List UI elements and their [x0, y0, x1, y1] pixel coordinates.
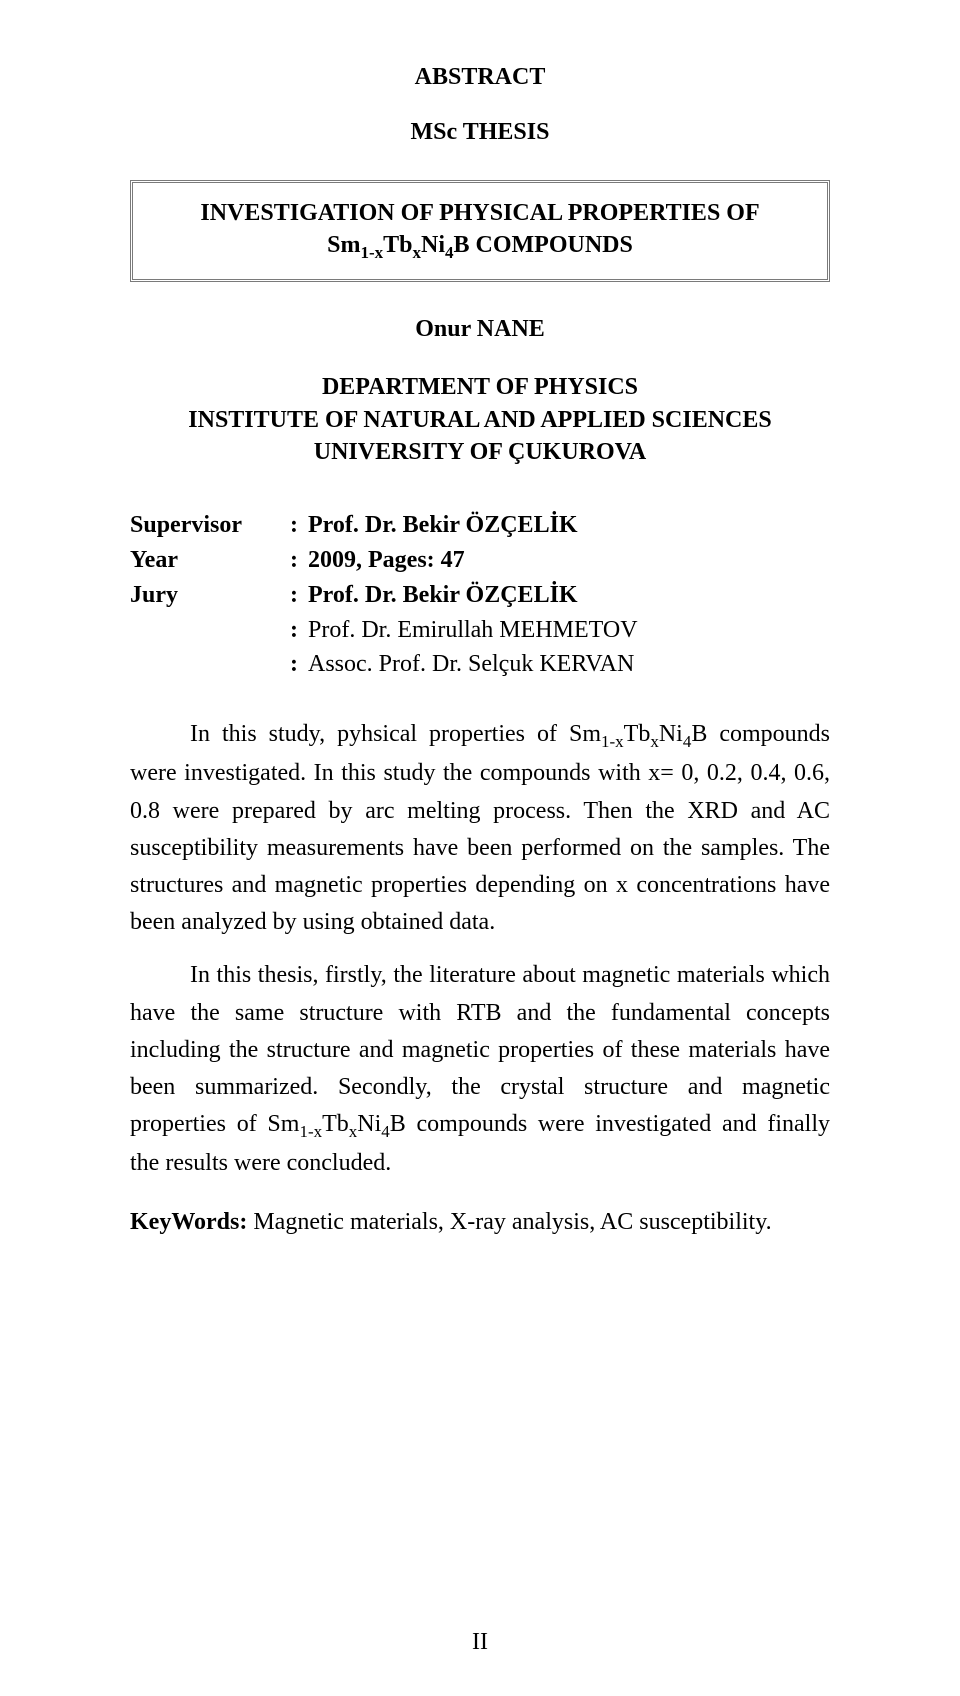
meta-separator: : [290, 508, 308, 543]
title-line-1: INVESTIGATION OF PHYSICAL PROPERTIES OF [143, 197, 817, 229]
thesis-type: MSc THESIS [130, 119, 830, 146]
abstract-label: ABSTRACT [130, 64, 830, 91]
body-paragraph-2: In this thesis, firstly, the literature … [130, 957, 830, 1182]
formula-sub-2: x [413, 243, 422, 262]
formula-sub-3: 4 [445, 243, 454, 262]
keywords-label: KeyWords: [130, 1209, 247, 1235]
jury-label-empty [130, 613, 290, 648]
formula-prefix: Sm [327, 232, 360, 258]
author-block: Onur NANE [130, 316, 830, 343]
formula-sub-1: 1-x [360, 243, 383, 262]
p2-part-b: Tb [322, 1111, 349, 1137]
jury-row-1: Jury : Prof. Dr. Bekir ÖZÇELİK [130, 578, 830, 613]
p1-sub-2: x [650, 732, 659, 751]
meta-separator: : [290, 578, 308, 613]
header-block: ABSTRACT MSc THESIS [130, 64, 830, 146]
p1-part-d: B compounds were investigated. In this s… [130, 721, 830, 935]
department-line: DEPARTMENT OF PHYSICS [130, 371, 830, 403]
page-number: II [0, 1629, 960, 1656]
university-line: UNIVERSITY OF ÇUKUROVA [130, 436, 830, 468]
jury-value-1: Prof. Dr. Bekir ÖZÇELİK [308, 578, 578, 613]
affiliation-block: DEPARTMENT OF PHYSICS INSTITUTE OF NATUR… [130, 371, 830, 468]
jury-row-3: : Assoc. Prof. Dr. Selçuk KERVAN [130, 647, 830, 682]
jury-row-2: : Prof. Dr. Emirullah MEHMETOV [130, 613, 830, 648]
p1-part-b: Tb [624, 721, 651, 747]
p2-sub-3: 4 [381, 1122, 390, 1141]
keywords-line: KeyWords: Magnetic materials, X-ray anal… [130, 1204, 830, 1241]
institute-line: INSTITUTE OF NATURAL AND APPLIED SCIENCE… [130, 404, 830, 436]
year-label: Year [130, 543, 290, 578]
p1-sub-1: 1-x [601, 732, 624, 751]
p1-part-c: Ni [659, 721, 683, 747]
meta-block: Supervisor : Prof. Dr. Bekir ÖZÇELİK Yea… [130, 508, 830, 682]
formula-mid-2: Ni [421, 232, 445, 258]
p2-part-c: Ni [357, 1111, 381, 1137]
meta-separator: : [290, 647, 308, 682]
p1-part-a: In this study, pyhsical properties of Sm [190, 721, 601, 747]
author-name: Onur NANE [130, 316, 830, 343]
meta-separator: : [290, 613, 308, 648]
title-box: INVESTIGATION OF PHYSICAL PROPERTIES OF … [130, 180, 830, 282]
jury-label-empty [130, 647, 290, 682]
jury-label: Jury [130, 578, 290, 613]
supervisor-label: Supervisor [130, 508, 290, 543]
p2-sub-2: x [349, 1122, 358, 1141]
meta-separator: : [290, 543, 308, 578]
formula-mid-1: Tb [383, 232, 412, 258]
jury-value-3: Assoc. Prof. Dr. Selçuk KERVAN [308, 647, 634, 682]
body-paragraph-1: In this study, pyhsical properties of Sm… [130, 716, 830, 941]
year-row: Year : 2009, Pages: 47 [130, 543, 830, 578]
p2-sub-1: 1-x [299, 1122, 322, 1141]
supervisor-row: Supervisor : Prof. Dr. Bekir ÖZÇELİK [130, 508, 830, 543]
jury-value-2: Prof. Dr. Emirullah MEHMETOV [308, 613, 638, 648]
supervisor-value: Prof. Dr. Bekir ÖZÇELİK [308, 508, 578, 543]
title-line-2: Sm1-xTbxNi4B COMPOUNDS [143, 229, 817, 265]
year-value: 2009, Pages: 47 [308, 543, 465, 578]
keywords-value: Magnetic materials, X-ray analysis, AC s… [247, 1209, 771, 1235]
formula-suffix: B COMPOUNDS [454, 232, 633, 258]
